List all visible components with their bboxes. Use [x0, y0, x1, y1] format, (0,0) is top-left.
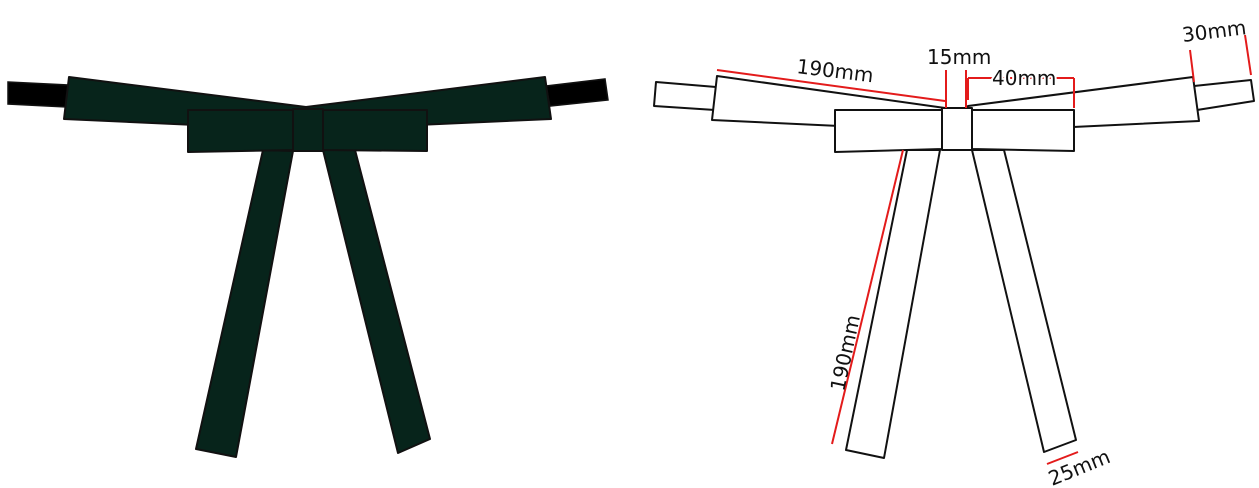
outline-bow-tie: [653, 75, 1255, 459]
filled-bow-tie: [7, 76, 609, 458]
knot: [292, 108, 324, 152]
right-strap: [545, 78, 609, 107]
left-tail: [195, 149, 294, 458]
dimension-lines: [716, 34, 1252, 465]
dimension-labels: 190mm 15mm 40mm 30mm 190mm 25mm: [795, 15, 1247, 488]
left-strap: [7, 81, 69, 108]
left-tail-outline: [845, 149, 941, 459]
bow-right-outline: [971, 109, 1075, 152]
bow-half-width-label: 40mm: [992, 66, 1056, 90]
left-strap-outline: [653, 81, 717, 111]
knot-outline: [941, 107, 973, 151]
tail-length-label: 190mm: [825, 313, 865, 393]
tail-width-line: [1046, 451, 1079, 465]
strap-width-tick-left: [1189, 49, 1195, 83]
right-tail: [322, 149, 431, 454]
strap-width-label: 30mm: [1181, 15, 1248, 47]
bow-right-half: [322, 109, 428, 152]
knot-width-label: 15mm: [927, 45, 991, 69]
right-tail-outline: [971, 149, 1077, 453]
tail-length-line: [831, 149, 904, 445]
right-strap-outline: [1193, 79, 1255, 111]
tail-width-label: 25mm: [1045, 444, 1114, 488]
bow-left-outline: [834, 109, 943, 153]
wing-length-line: [716, 69, 946, 102]
bow-left-half: [187, 109, 294, 153]
strap-width-tick-right: [1244, 34, 1252, 76]
